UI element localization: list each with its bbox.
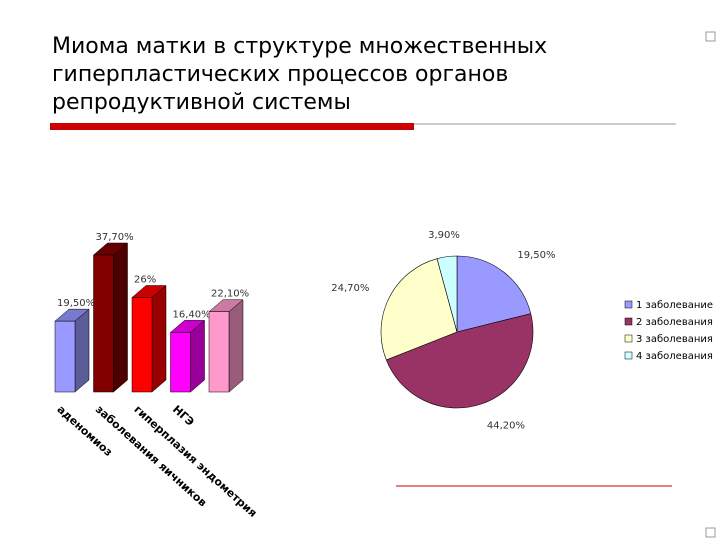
title-line: репродуктивной системы xyxy=(52,90,351,115)
data-label: 19,50% xyxy=(57,298,95,309)
legend-swatch xyxy=(624,334,633,343)
corner-box xyxy=(705,527,716,538)
data-label: 16,40% xyxy=(173,309,211,320)
bar xyxy=(131,284,167,393)
bar-side xyxy=(228,299,244,393)
legend-swatch xyxy=(624,317,633,326)
legend-swatch xyxy=(624,351,633,360)
bar-side xyxy=(74,308,90,393)
bar-side xyxy=(151,284,167,393)
data-label: 26% xyxy=(134,275,156,286)
title-line: гиперпластических процессов органов xyxy=(52,62,508,87)
legend-label: 4 заболевания xyxy=(636,351,713,362)
pie-slice xyxy=(380,258,458,361)
legend-label: 2 заболевания xyxy=(636,317,713,328)
data-label: 37,70% xyxy=(96,232,134,243)
bar-front xyxy=(208,311,230,393)
bar-front xyxy=(131,297,153,393)
bar-front xyxy=(54,320,76,393)
legend-swatch xyxy=(624,300,633,309)
pie-slice xyxy=(385,313,534,409)
bar xyxy=(54,308,90,393)
legend-label: 3 заболевания xyxy=(636,334,713,345)
data-label: 22,10% xyxy=(211,289,249,300)
bar-front xyxy=(93,254,114,393)
data-label: 19,50% xyxy=(517,250,555,261)
corner-box xyxy=(705,31,716,42)
bar-side xyxy=(113,242,128,393)
data-label: 3,90% xyxy=(428,230,460,241)
pie-slice xyxy=(436,255,458,333)
title-line: Миома матки в структуре множественных xyxy=(52,34,547,59)
bar xyxy=(169,319,206,393)
bar xyxy=(208,299,244,393)
data-label: 44,20% xyxy=(487,420,525,431)
title-underline xyxy=(50,123,414,130)
pie-slice xyxy=(456,255,532,333)
bar-front xyxy=(170,332,191,393)
bar-side xyxy=(190,319,205,393)
legend-label: 1 заболевание xyxy=(636,300,713,311)
data-label: 24,70% xyxy=(331,283,369,294)
bar xyxy=(92,242,129,393)
